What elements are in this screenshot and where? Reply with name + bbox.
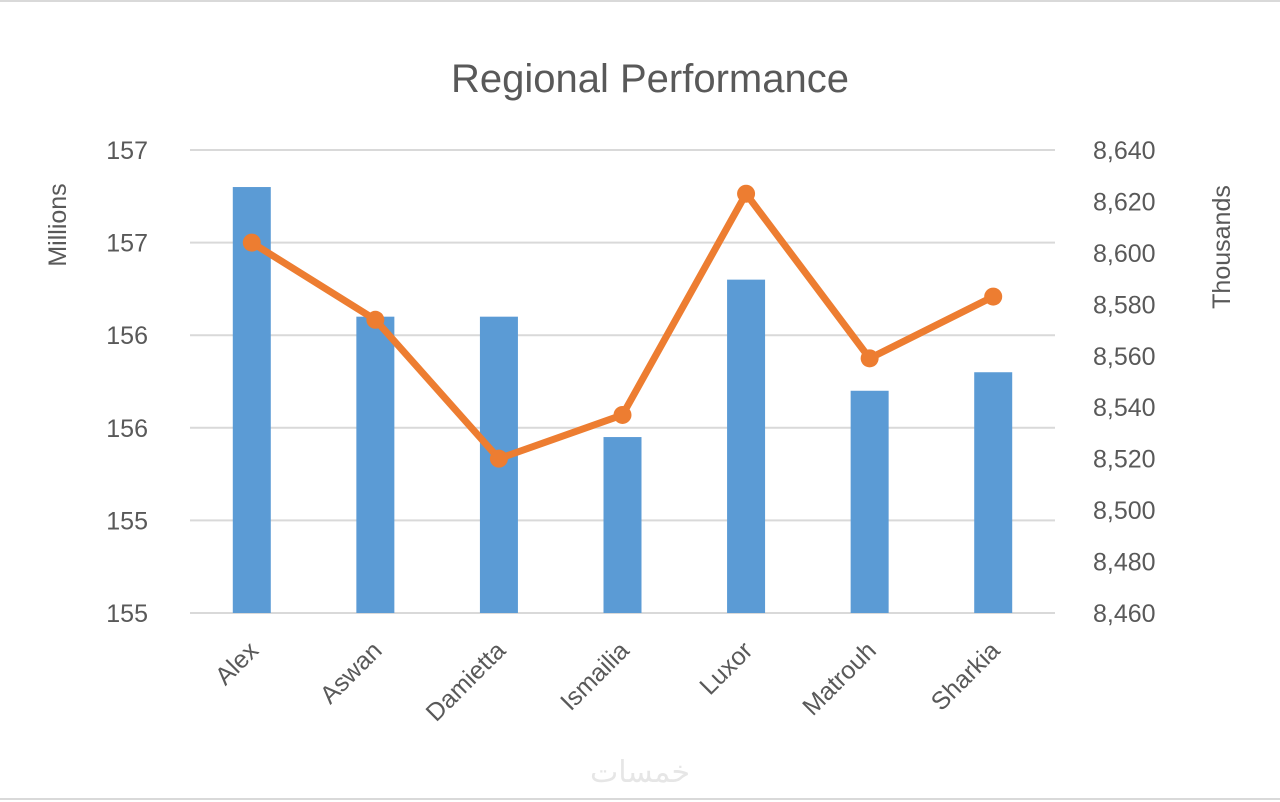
bar — [232, 187, 271, 614]
right-tick-label: 8,640 — [1093, 137, 1156, 165]
line-point — [489, 449, 508, 468]
right-tick-label: 8,460 — [1093, 600, 1156, 628]
watermark: خمسات — [590, 756, 690, 789]
left-tick-label: 155 — [106, 600, 148, 628]
right-tick-label: 8,560 — [1093, 343, 1156, 371]
category-labels: Alex Aswan Damietta Ismailia Luxor Matrouh Sha… — [210, 636, 1006, 727]
line-series — [242, 184, 1003, 468]
chart-title: Regional Performance — [451, 57, 849, 101]
right-tick-label: 8,620 — [1093, 188, 1156, 216]
left-tick-label: 155 — [106, 507, 148, 535]
left-tick-label: 156 — [106, 415, 148, 443]
category-label: Sharkia — [926, 636, 1006, 716]
category-label: Ismailia — [555, 636, 635, 716]
gridlines — [190, 149, 1055, 614]
left-tick-label: 156 — [106, 322, 148, 350]
left-tick-label: 157 — [106, 230, 148, 258]
left-axis-ticks: 155 155 156 156 157 157 — [106, 137, 148, 628]
category-label: Matrouh — [797, 636, 882, 721]
bar — [974, 372, 1013, 613]
line-point — [613, 405, 632, 424]
right-tick-label: 8,520 — [1093, 446, 1156, 474]
category-label: Alex — [210, 636, 265, 691]
line-point — [366, 310, 385, 329]
bar — [850, 390, 889, 613]
line-point — [737, 184, 756, 203]
category-label: Aswan — [315, 636, 388, 709]
right-axis-title: Thousands — [1208, 185, 1236, 309]
bar — [727, 279, 766, 613]
category-label: Luxor — [694, 636, 758, 700]
left-axis-title: Millions — [44, 183, 72, 266]
line-point — [860, 349, 879, 368]
right-tick-label: 8,600 — [1093, 240, 1156, 268]
line-point — [242, 233, 261, 252]
right-tick-label: 8,540 — [1093, 394, 1156, 422]
bar-series — [232, 187, 1013, 614]
line-point — [984, 287, 1003, 306]
right-tick-label: 8,500 — [1093, 497, 1156, 525]
right-axis-ticks: 8,460 8,480 8,500 8,520 8,540 8,560 8,580 8,600… — [1093, 137, 1156, 628]
bar — [356, 316, 395, 613]
category-label: Damietta — [421, 636, 512, 727]
bar — [603, 437, 642, 613]
left-tick-label: 157 — [106, 137, 148, 165]
right-tick-label: 8,480 — [1093, 549, 1156, 577]
right-tick-label: 8,580 — [1093, 291, 1156, 319]
